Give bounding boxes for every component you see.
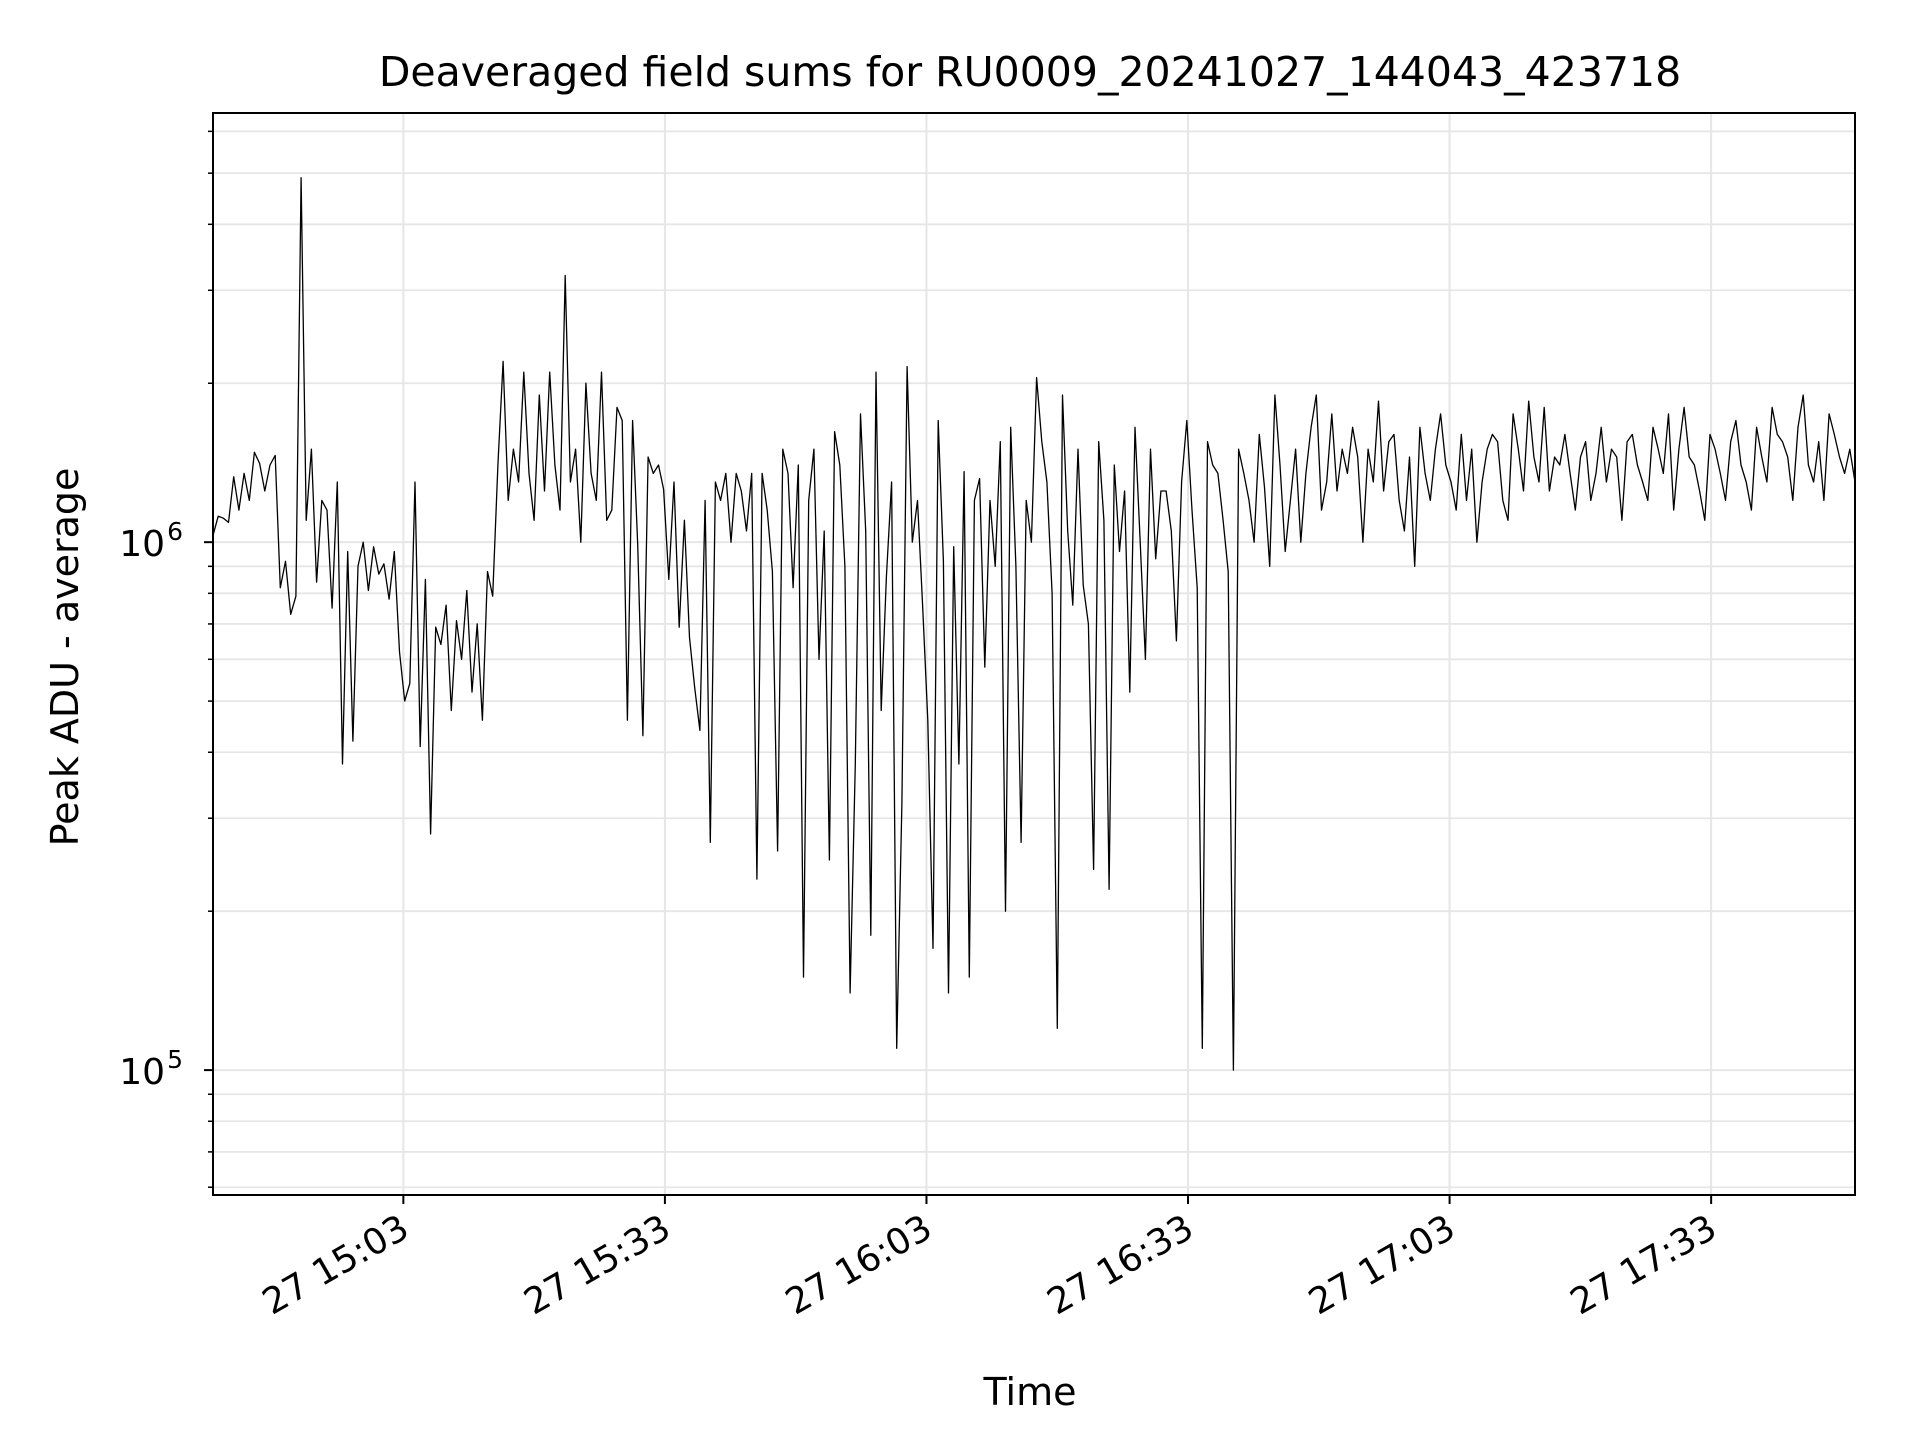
y-tick-exponent: 6 — [167, 517, 183, 546]
y-tick-exponent: 5 — [167, 1045, 183, 1074]
axes-frame — [212, 112, 1856, 1196]
chart-title: Deaveraged field sums for RU0009_2024102… — [379, 48, 1681, 96]
series-line — [212, 177, 1856, 1071]
y-tick-label: 10 — [119, 1052, 165, 1093]
gridlines — [213, 113, 1855, 1195]
x-axis-label: Time — [983, 1370, 1077, 1414]
y-tick-label: 10 — [119, 524, 165, 565]
plot-area — [212, 177, 1856, 1071]
y-axis-label: Peak ADU - average — [43, 468, 87, 847]
